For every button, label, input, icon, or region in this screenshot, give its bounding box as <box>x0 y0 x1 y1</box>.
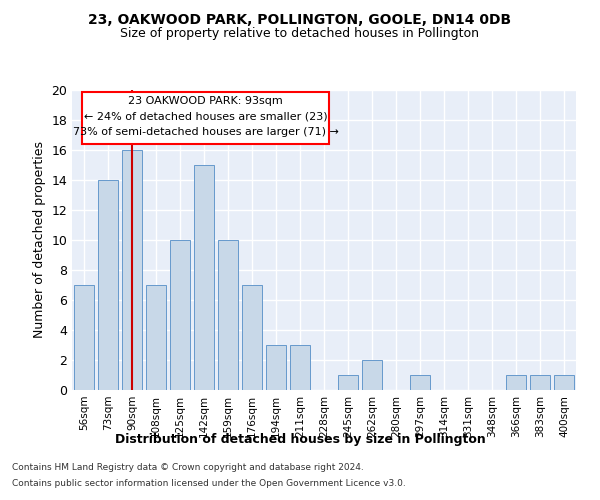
Text: 23 OAKWOOD PARK: 93sqm: 23 OAKWOOD PARK: 93sqm <box>128 96 283 106</box>
Text: ← 24% of detached houses are smaller (23): ← 24% of detached houses are smaller (23… <box>84 112 328 122</box>
Text: Distribution of detached houses by size in Pollington: Distribution of detached houses by size … <box>115 432 485 446</box>
Y-axis label: Number of detached properties: Number of detached properties <box>33 142 46 338</box>
Bar <box>146 285 166 390</box>
Bar <box>266 345 286 390</box>
Bar <box>362 360 382 390</box>
Bar <box>74 285 94 390</box>
Text: Size of property relative to detached houses in Pollington: Size of property relative to detached ho… <box>121 28 479 40</box>
Bar <box>170 240 190 390</box>
FancyBboxPatch shape <box>82 92 329 144</box>
Bar <box>122 150 142 390</box>
Text: Contains HM Land Registry data © Crown copyright and database right 2024.: Contains HM Land Registry data © Crown c… <box>12 464 364 472</box>
Text: Contains public sector information licensed under the Open Government Licence v3: Contains public sector information licen… <box>12 478 406 488</box>
Bar <box>218 240 238 390</box>
Text: 73% of semi-detached houses are larger (71) →: 73% of semi-detached houses are larger (… <box>73 126 338 136</box>
Text: 23, OAKWOOD PARK, POLLINGTON, GOOLE, DN14 0DB: 23, OAKWOOD PARK, POLLINGTON, GOOLE, DN1… <box>88 12 512 26</box>
Bar <box>554 375 574 390</box>
Bar <box>194 165 214 390</box>
Bar <box>242 285 262 390</box>
Bar <box>98 180 118 390</box>
Bar <box>530 375 550 390</box>
Bar <box>338 375 358 390</box>
Bar <box>506 375 526 390</box>
Bar <box>410 375 430 390</box>
Bar <box>290 345 310 390</box>
